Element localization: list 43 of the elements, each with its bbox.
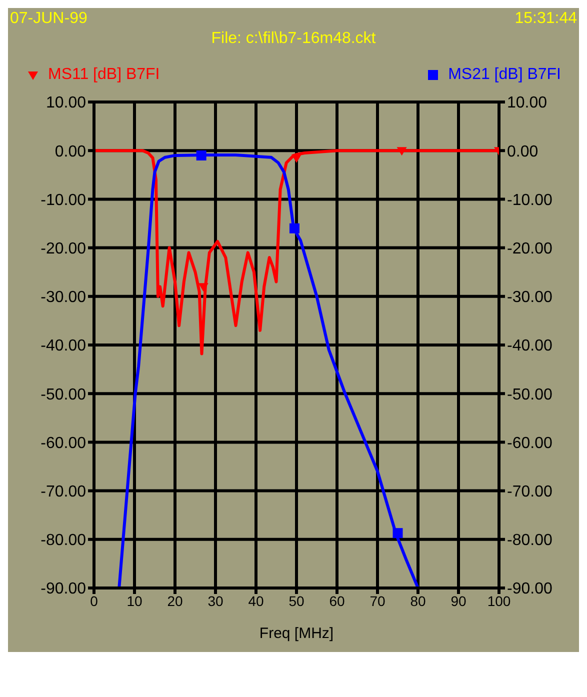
x-tick-label: 20 — [167, 592, 183, 609]
x-tick-label: 40 — [248, 592, 264, 609]
y2-tick-label: -40.00 — [507, 338, 552, 355]
chart-subtitle: File: c:\fil\b7-16m48.ckt — [210, 30, 377, 48]
x-tick-label: 70 — [370, 592, 386, 609]
point — [196, 150, 206, 160]
y-tick-label: -70.00 — [40, 483, 86, 500]
y-tick-label: -30.00 — [40, 289, 86, 306]
x-tick-label: 30 — [208, 592, 224, 609]
y-tick-label: -90.00 — [40, 580, 86, 598]
point — [289, 223, 300, 234]
y2-tick-label: -20.00 — [507, 240, 552, 258]
text: 07-JUN-99 — [10, 10, 88, 28]
text: 15:31:44 — [514, 10, 577, 28]
y-tick-label: 10.00 — [46, 94, 86, 112]
x-tick-label: 60 — [329, 592, 345, 609]
y2-tick-label: -70.00 — [507, 483, 552, 500]
y2-tick-label: -60.00 — [507, 434, 552, 452]
y-tick-label: -60.00 — [40, 434, 86, 452]
y-tick-label: -10.00 — [40, 192, 86, 209]
x-tick-label: 50 — [288, 592, 304, 609]
y2-tick-label: -80.00 — [507, 532, 552, 550]
y2-tick-label: -10.00 — [507, 192, 552, 209]
x-tick-label: 0 — [90, 592, 98, 609]
y-tick-label: -50.00 — [40, 386, 86, 404]
y2-tick-label: 0.00 — [507, 143, 538, 160]
point — [392, 528, 403, 538]
point — [396, 147, 407, 156]
y-tick-label: -20.00 — [40, 240, 86, 258]
y-tick-label: 0.00 — [54, 143, 86, 160]
x-tick-label: 90 — [450, 592, 466, 609]
legend-label: MS21 [dB] B7FI — [447, 66, 561, 84]
x-tick-label: 80 — [410, 592, 426, 609]
x-tick-label: 10 — [126, 592, 142, 609]
legend-label: MS11 [dB] B7FI — [47, 66, 160, 84]
point — [198, 283, 208, 292]
y2-tick-label: -50.00 — [507, 386, 552, 404]
y-tick-label: -80.00 — [40, 532, 86, 550]
y-tick-label: -40.00 — [40, 338, 86, 355]
x-axis-title: Freq [MHz] — [259, 625, 334, 642]
y2-tick-label: -30.00 — [507, 289, 552, 306]
y2-tick-label: 10.00 — [507, 94, 548, 112]
point — [292, 154, 302, 163]
